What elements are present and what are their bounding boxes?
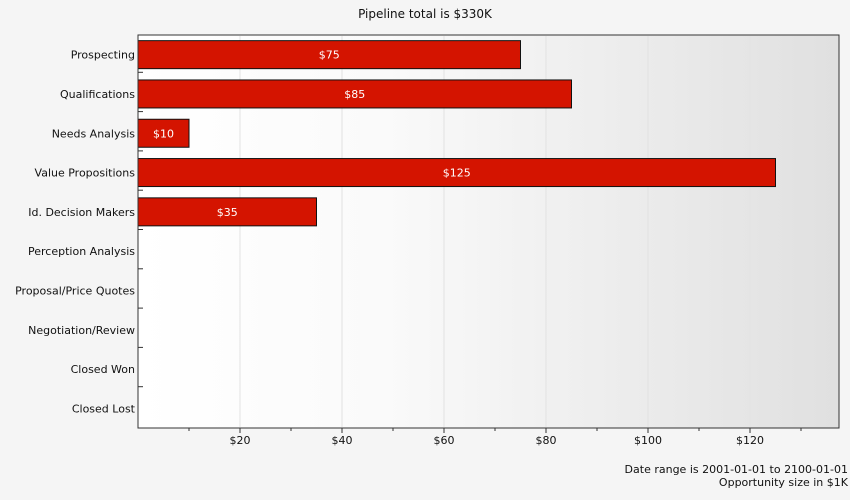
y-category-label: Prospecting	[71, 49, 135, 62]
bar	[137, 197, 317, 227]
date-range-note: Date range is 2001-01-01 to 2100-01-01	[624, 463, 848, 476]
x-tick-label: $80	[536, 434, 557, 447]
y-category-label: Needs Analysis	[52, 127, 136, 140]
x-tick-label: $40	[332, 434, 353, 447]
bar	[137, 118, 190, 148]
size-unit-note: Opportunity size in $1K	[718, 476, 848, 489]
y-category-label: Negotiation/Review	[28, 324, 135, 337]
bar-value-label: $85	[344, 88, 365, 101]
bar	[137, 40, 521, 70]
axes: $20 $40 $60 $80 $100 $120 Prospecting Qualifica…	[15, 35, 839, 447]
x-tick-label: $60	[434, 434, 455, 447]
x-tick-label: $20	[230, 434, 251, 447]
x-tick-label: $100	[634, 434, 662, 447]
chart-title: Pipeline total is $330K	[358, 7, 492, 21]
bar-value-label: $125	[443, 167, 471, 180]
y-category-label: Id. Decision Makers	[28, 206, 135, 219]
y-category-label: Qualifications	[60, 88, 135, 101]
y-category-label: Closed Won	[71, 363, 135, 376]
y-category-label: Closed Lost	[72, 402, 136, 415]
y-category-label: Perception Analysis	[28, 245, 135, 258]
y-category-label: Value Propositions	[35, 167, 136, 180]
bar	[137, 158, 776, 188]
bar	[137, 79, 572, 109]
bar-value-label: $75	[319, 49, 340, 62]
bar-value-label: $10	[153, 127, 174, 140]
x-tick-label: $120	[736, 434, 764, 447]
bar-value-label: $35	[217, 206, 238, 219]
y-category-label: Proposal/Price Quotes	[15, 284, 135, 297]
bars: $75 $85 $10 $125 $35	[137, 40, 776, 227]
